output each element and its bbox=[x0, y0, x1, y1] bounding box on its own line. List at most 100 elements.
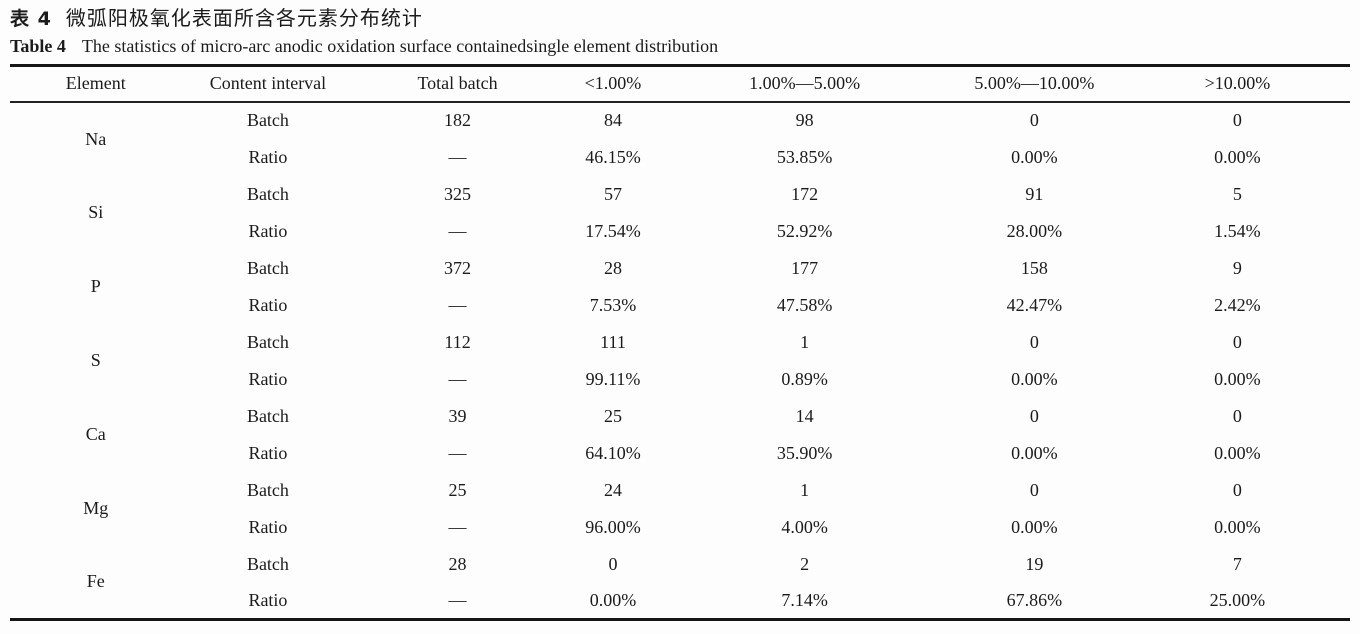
table-cell: 172 bbox=[791, 183, 819, 204]
table-header-row: Element Content interval Total batch <1.00%… bbox=[10, 66, 1350, 102]
table-cell: 17.54% bbox=[585, 220, 641, 241]
row-label: Ratio bbox=[248, 368, 288, 389]
table-cell: 98 bbox=[795, 110, 814, 130]
table-cell: 0 bbox=[608, 553, 618, 574]
table-cell: — bbox=[448, 516, 467, 537]
table-cell: 0.00% bbox=[1011, 146, 1058, 167]
table-cell: — bbox=[448, 294, 467, 315]
table-cell: 0 bbox=[1029, 479, 1039, 500]
table-cell: 111 bbox=[600, 331, 626, 352]
table-row: Ca Batch 39 25 14 0 0 bbox=[10, 398, 1350, 445]
table-cell: — bbox=[448, 589, 467, 610]
table-cell: 7.53% bbox=[589, 294, 637, 315]
table-row: Ratio — 99.11% 0.89% 0.00% 0.00% bbox=[10, 361, 1350, 398]
row-label: Ratio bbox=[248, 442, 288, 463]
table-cell: 0 bbox=[1029, 405, 1039, 426]
column-header-4: 1.00%—5.00% bbox=[749, 73, 861, 94]
row-label: Batch bbox=[246, 183, 289, 204]
table-cell: 9 bbox=[1232, 257, 1242, 278]
element-symbol: Si bbox=[88, 202, 104, 222]
element-distribution-table: Element Content interval Total batch <1.00%… bbox=[10, 64, 1350, 621]
column-header-0: Element bbox=[65, 73, 126, 94]
table-cell: 28 bbox=[603, 257, 622, 278]
table-row: S Batch 112 111 1 0 0 bbox=[10, 324, 1350, 371]
table-caption-en-text: The statistics of micro-arc anodic oxida… bbox=[81, 36, 719, 56]
table-row: Ratio — 17.54% 52.92% 28.00% 1.54% bbox=[10, 213, 1350, 250]
table-row: Ratio — 64.10% 35.90% 0.00% 0.00% bbox=[10, 435, 1350, 472]
table-cell: 46.15% bbox=[585, 146, 641, 167]
table-row: Ratio — 7.53% 47.58% 42.47% 2.42% bbox=[10, 287, 1350, 324]
table-row: Ratio — 46.15% 53.85% 0.00% 0.00% bbox=[10, 139, 1350, 176]
row-label: Batch bbox=[246, 257, 289, 278]
table-cell: 182 bbox=[444, 110, 472, 130]
table-cell: — bbox=[448, 146, 467, 167]
paper-table-figure: 表 4 微弧阳极氧化表面所含各元素分布统计 Table 4 The statisti… bbox=[10, 8, 1350, 621]
column-header-6: >10.00% bbox=[1204, 73, 1271, 94]
table-cell: 4.00% bbox=[781, 516, 828, 537]
table-cell: 42.47% bbox=[1006, 294, 1063, 315]
table-cell: 53.85% bbox=[776, 146, 833, 167]
table-cell: — bbox=[448, 220, 467, 241]
table-cell: 0.00% bbox=[1011, 516, 1058, 537]
table-cell: 0 bbox=[1029, 110, 1039, 130]
table-cell: 1 bbox=[800, 331, 810, 352]
table-cell: 28 bbox=[448, 553, 467, 574]
table-row: Mg Batch 25 24 1 0 0 bbox=[10, 472, 1350, 519]
element-symbol: Fe bbox=[86, 571, 105, 592]
table-cell: 25 bbox=[603, 405, 622, 426]
table-cell: 25 bbox=[448, 479, 467, 500]
column-header-3: <1.00% bbox=[584, 73, 642, 94]
table-cell: 99.11% bbox=[585, 368, 641, 389]
table-cell: 14 bbox=[795, 405, 814, 426]
table-cell: 0 bbox=[1232, 405, 1242, 426]
column-header-5: 5.00%—10.00% bbox=[974, 73, 1095, 94]
table-cell: 0.00% bbox=[1214, 146, 1261, 167]
table-cell: 0 bbox=[1029, 331, 1039, 352]
table-cell: 0.00% bbox=[589, 589, 637, 610]
table-cell: 158 bbox=[1020, 257, 1048, 278]
table-row: Fe Batch 28 0 2 19 7 bbox=[10, 546, 1350, 592]
element-symbol: Ca bbox=[85, 424, 106, 444]
table-cell: 0.00% bbox=[1214, 516, 1261, 537]
table-cell: 0 bbox=[1232, 479, 1242, 500]
table-cell: 325 bbox=[444, 183, 472, 204]
table-cell: 52.92% bbox=[776, 220, 833, 241]
column-header-1: Content interval bbox=[209, 73, 327, 94]
table-cell: 177 bbox=[791, 257, 819, 278]
table-caption-en: Table 4 The statistics of micro-arc anodi… bbox=[10, 33, 1350, 59]
table-cell: 0 bbox=[1232, 110, 1242, 130]
table-row: Na Batch 182 84 98 0 0 bbox=[10, 102, 1350, 149]
table-row: Ratio — 96.00% 4.00% 0.00% 0.00% bbox=[10, 509, 1350, 546]
row-label: Ratio bbox=[248, 146, 288, 167]
table-cell: 64.10% bbox=[585, 442, 641, 463]
row-label: Ratio bbox=[248, 294, 288, 315]
table-cell: 19 bbox=[1025, 553, 1044, 574]
element-symbol: Na bbox=[85, 128, 107, 149]
table-cell: 0 bbox=[1232, 331, 1242, 352]
table-cell: 1.54% bbox=[1214, 220, 1261, 241]
table-number-en: Table 4 bbox=[10, 36, 66, 56]
table-cell: 7.14% bbox=[781, 589, 828, 610]
table-cell: 28.00% bbox=[1006, 220, 1063, 241]
row-label: Batch bbox=[246, 553, 289, 574]
row-label: Batch bbox=[246, 479, 289, 500]
table-row: Si Batch 325 57 172 91 5 bbox=[10, 176, 1350, 223]
table-cell: 0.00% bbox=[1214, 368, 1261, 389]
table-cell: 57 bbox=[603, 183, 622, 204]
table-cell: 84 bbox=[603, 110, 622, 130]
table-cell: — bbox=[448, 442, 467, 463]
table-cell: 1 bbox=[800, 479, 810, 500]
column-header-2: Total batch bbox=[417, 73, 498, 94]
table-row: P Batch 372 28 177 158 9 bbox=[10, 250, 1350, 297]
table-cell: 24 bbox=[603, 479, 622, 500]
table-cell: 39 bbox=[448, 405, 467, 426]
table-row: Ratio — 0.00% 7.14% 67.86% 25.00% bbox=[10, 583, 1350, 620]
element-symbol: P bbox=[90, 276, 101, 296]
table-cell: 112 bbox=[444, 331, 471, 352]
table-cell: 91 bbox=[1025, 183, 1044, 204]
table-cell: 0.00% bbox=[1011, 368, 1058, 389]
table-cell: 5 bbox=[1232, 183, 1242, 204]
element-symbol: Mg bbox=[83, 498, 109, 518]
table-cell: 2 bbox=[800, 553, 810, 574]
table-cell: — bbox=[448, 368, 467, 389]
